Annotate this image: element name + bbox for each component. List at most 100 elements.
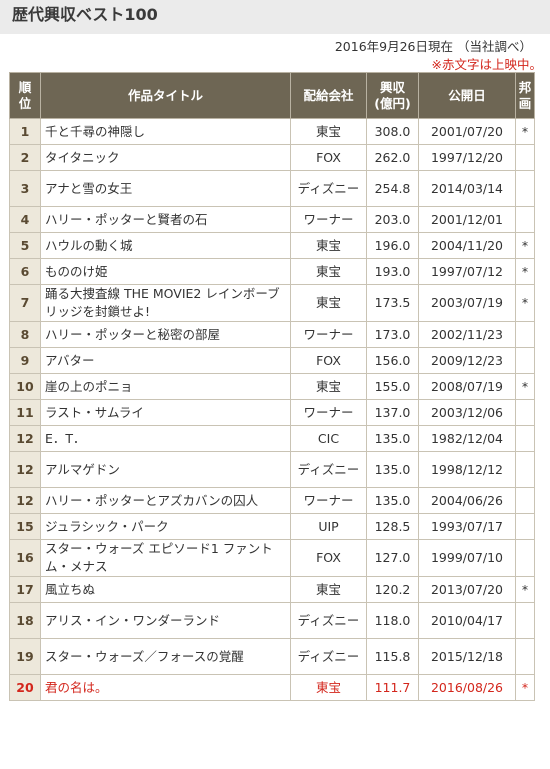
rank-cell: 19 bbox=[9, 638, 41, 675]
title-cell: アリス・イン・ワンダーランド bbox=[40, 602, 291, 639]
title-cell: もののけ姫 bbox=[40, 258, 291, 285]
table-row: 12 ハリー・ポッターとアズカバンの囚人 ワーナー 135.0 2004/06/26 bbox=[9, 487, 535, 514]
distributor-cell: 東宝 bbox=[290, 118, 367, 145]
distributor-cell: 東宝 bbox=[290, 373, 367, 400]
japanese-film-flag bbox=[515, 513, 535, 540]
rank-cell: 2 bbox=[9, 144, 41, 171]
title-cell: 崖の上のポニョ bbox=[40, 373, 291, 400]
table-row: 19 スター・ウォーズ／フォースの覚醒 ディズニー 115.8 2015/12/18 bbox=[9, 638, 535, 675]
header-revenue: 興収 (億円) bbox=[366, 72, 419, 119]
release-date-cell: 2010/04/17 bbox=[418, 602, 516, 639]
release-date-cell: 2003/07/19 bbox=[418, 284, 516, 322]
revenue-cell: 118.0 bbox=[366, 602, 419, 639]
rank-cell: 17 bbox=[9, 576, 41, 603]
rank-cell: 11 bbox=[9, 399, 41, 426]
header-rank: 順位 bbox=[9, 72, 41, 119]
table-row: 2 タイタニック FOX 262.0 1997/12/20 bbox=[9, 144, 535, 171]
release-date-cell: 1993/07/17 bbox=[418, 513, 516, 540]
revenue-cell: 135.0 bbox=[366, 487, 419, 514]
revenue-cell: 156.0 bbox=[366, 347, 419, 374]
revenue-cell: 137.0 bbox=[366, 399, 419, 426]
box-office-table: 順位 作品タイトル 配給会社 興収 (億円) 公開日 邦画 1 千と千尋の神隠し 東宝… bbox=[9, 72, 535, 701]
release-date-cell: 1997/12/20 bbox=[418, 144, 516, 171]
table-row: 12 アルマゲドン ディズニー 135.0 1998/12/12 bbox=[9, 451, 535, 488]
japanese-film-flag bbox=[515, 539, 535, 577]
table-row: 6 もののけ姫 東宝 193.0 1997/07/12 * bbox=[9, 258, 535, 285]
table-row: 12 E．T． CIC 135.0 1982/12/04 bbox=[9, 425, 535, 452]
revenue-cell: 128.5 bbox=[366, 513, 419, 540]
red-text-note: ※赤文字は上映中。 bbox=[431, 57, 542, 72]
japanese-film-flag bbox=[515, 487, 535, 514]
table-row: 3 アナと雪の女王 ディズニー 254.8 2014/03/14 bbox=[9, 170, 535, 207]
release-date-cell: 2009/12/23 bbox=[418, 347, 516, 374]
table-row: 18 アリス・イン・ワンダーランド ディズニー 118.0 2010/04/17 bbox=[9, 602, 535, 639]
title-cell: スター・ウォーズ エピソード1 ファントム・メナス bbox=[40, 539, 291, 577]
japanese-film-flag: * bbox=[515, 373, 535, 400]
release-date-cell: 2008/07/19 bbox=[418, 373, 516, 400]
distributor-cell: ワーナー bbox=[290, 487, 367, 514]
rank-cell: 5 bbox=[9, 232, 41, 259]
japanese-film-flag bbox=[515, 144, 535, 171]
distributor-cell: 東宝 bbox=[290, 284, 367, 322]
distributor-cell: 東宝 bbox=[290, 674, 367, 701]
rank-cell: 12 bbox=[9, 451, 41, 488]
table-row: 9 アバター FOX 156.0 2009/12/23 bbox=[9, 347, 535, 374]
japanese-film-flag: * bbox=[515, 674, 535, 701]
distributor-cell: 東宝 bbox=[290, 232, 367, 259]
table-row: 17 風立ちぬ 東宝 120.2 2013/07/20 * bbox=[9, 576, 535, 603]
release-date-cell: 2004/11/20 bbox=[418, 232, 516, 259]
title-cell: ジュラシック・パーク bbox=[40, 513, 291, 540]
release-date-cell: 2004/06/26 bbox=[418, 487, 516, 514]
title-cell: ハリー・ポッターとアズカバンの囚人 bbox=[40, 487, 291, 514]
title-bar bbox=[0, 0, 550, 34]
revenue-cell: 262.0 bbox=[366, 144, 419, 171]
release-date-cell: 1997/07/12 bbox=[418, 258, 516, 285]
distributor-cell: 東宝 bbox=[290, 576, 367, 603]
japanese-film-flag bbox=[515, 399, 535, 426]
title-cell: E．T． bbox=[40, 425, 291, 452]
rank-cell: 16 bbox=[9, 539, 41, 577]
header-release-date: 公開日 bbox=[418, 72, 516, 119]
title-cell: スター・ウォーズ／フォースの覚醒 bbox=[40, 638, 291, 675]
rank-cell: 12 bbox=[9, 425, 41, 452]
title-cell: ハリー・ポッターと賢者の石 bbox=[40, 206, 291, 233]
release-date-cell: 1999/07/10 bbox=[418, 539, 516, 577]
release-date-cell: 2014/03/14 bbox=[418, 170, 516, 207]
revenue-cell: 196.0 bbox=[366, 232, 419, 259]
revenue-cell: 308.0 bbox=[366, 118, 419, 145]
table-row: 5 ハウルの動く城 東宝 196.0 2004/11/20 * bbox=[9, 232, 535, 259]
title-cell: タイタニック bbox=[40, 144, 291, 171]
japanese-film-flag: * bbox=[515, 258, 535, 285]
table-row: 8 ハリー・ポッターと秘密の部屋 ワーナー 173.0 2002/11/23 bbox=[9, 321, 535, 348]
distributor-cell: ディズニー bbox=[290, 638, 367, 675]
distributor-cell: ワーナー bbox=[290, 321, 367, 348]
distributor-cell: ワーナー bbox=[290, 206, 367, 233]
release-date-cell: 2013/07/20 bbox=[418, 576, 516, 603]
title-cell: ラスト・サムライ bbox=[40, 399, 291, 426]
table-row: 7 踊る大捜査線 THE MOVIE2 レインボーブリッジを封鎖せよ! 東宝 173.… bbox=[9, 284, 535, 322]
revenue-cell: 120.2 bbox=[366, 576, 419, 603]
distributor-cell: CIC bbox=[290, 425, 367, 452]
japanese-film-flag bbox=[515, 170, 535, 207]
table-row: 16 スター・ウォーズ エピソード1 ファントム・メナス FOX 127.0 1999/… bbox=[9, 539, 535, 577]
japanese-film-flag: * bbox=[515, 232, 535, 259]
revenue-cell: 173.5 bbox=[366, 284, 419, 322]
release-date-cell: 2016/08/26 bbox=[418, 674, 516, 701]
table-row: 4 ハリー・ポッターと賢者の石 ワーナー 203.0 2001/12/01 bbox=[9, 206, 535, 233]
japanese-film-flag bbox=[515, 602, 535, 639]
japanese-film-flag bbox=[515, 206, 535, 233]
table-header-row: 順位 作品タイトル 配給会社 興収 (億円) 公開日 邦画 bbox=[9, 72, 535, 119]
revenue-cell: 193.0 bbox=[366, 258, 419, 285]
release-date-cell: 2001/12/01 bbox=[418, 206, 516, 233]
revenue-cell: 135.0 bbox=[366, 451, 419, 488]
rank-cell: 10 bbox=[9, 373, 41, 400]
release-date-cell: 2015/12/18 bbox=[418, 638, 516, 675]
table-row: 11 ラスト・サムライ ワーナー 137.0 2003/12/06 bbox=[9, 399, 535, 426]
distributor-cell: UIP bbox=[290, 513, 367, 540]
japanese-film-flag: * bbox=[515, 284, 535, 322]
distributor-cell: ワーナー bbox=[290, 399, 367, 426]
release-date-cell: 1998/12/12 bbox=[418, 451, 516, 488]
as-of-date: 2016年9月26日現在 （当社調べ） bbox=[334, 39, 532, 54]
revenue-cell: 254.8 bbox=[366, 170, 419, 207]
release-date-cell: 2001/07/20 bbox=[418, 118, 516, 145]
